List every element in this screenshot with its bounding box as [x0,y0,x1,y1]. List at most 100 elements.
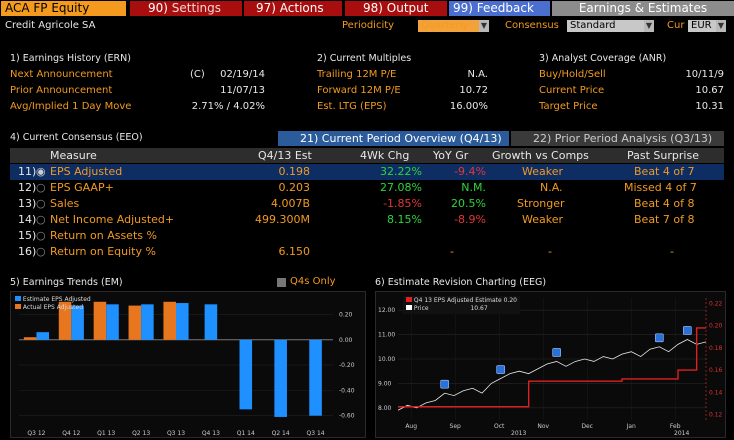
table-header: Measure Q4/13 Est 4Wk Chg YoY Gr Growth … [10,148,724,163]
estimate-bar [106,304,119,340]
table-row[interactable]: 11) ◉ EPS Adjusted 0.198 32.22% -9.4% We… [10,164,724,180]
radio-icon[interactable]: ○ [36,213,46,226]
estimate-revision-line [398,327,706,408]
legend-rev-est-val: 0.20 [503,297,517,304]
output-button[interactable]: 98) Output [345,1,447,16]
measure-cell: Return on Assets % [50,229,157,242]
settings-label: Settings [171,1,221,15]
growth-cell: Stronger [517,197,565,210]
est-cell: 0.198 [278,165,311,178]
radio-icon[interactable]: ○ [36,181,46,194]
growth-cell: N.A. [540,181,563,194]
x-tick-label: Q4 13 [202,430,220,437]
revision-chart: 12.00 11.00 10.00 9.00 8.00 0.22 0.20 0.18 0.16 0… [375,291,726,438]
measure-cell: Net Income Adjusted+ [50,213,175,226]
buy-hold-sell-value: 10/11/9 [685,69,724,80]
actions-label: Actions [279,1,324,15]
header-est: Q4/13 Est [258,149,312,162]
consensus-table-body: 11) ◉ EPS Adjusted 0.198 32.22% -9.4% We… [10,164,724,262]
yoy-cell: -8.9% [454,213,486,226]
prior-announcement-label: Prior Announcement [10,85,113,96]
x-tick-label: Oct [494,423,505,430]
trends-legend: Estimate EPS Adjusted Actual EPS Adjuste… [15,296,91,312]
legend-act-swatch [15,304,21,309]
revision-event-icon [655,333,664,343]
radio-icon[interactable]: ○ [36,245,46,258]
analyst-coverage-title[interactable]: 3) Analyst Coverage (ANR) [539,53,667,64]
periodicity-select[interactable]: Quarterly [418,20,480,32]
row-number: 15) [18,229,37,242]
actions-button[interactable]: 97) Actions [244,1,342,16]
y-right-tick-label: 0.18 [709,345,723,352]
settings-button[interactable]: 90) Settings [130,1,242,16]
actual-bar [128,305,142,340]
y-right-tick-label: 0.22 [709,301,723,308]
actual-bar [23,337,37,340]
legend-est-text: Estimate EPS Adjusted [22,296,91,303]
x-tick-label: Q1 13 [97,430,115,437]
x-tick-label: Nov [537,423,549,430]
table-row[interactable]: 12) ○ EPS GAAP+ 0.203 27.08% N.M. N.A. M… [10,180,724,196]
y-left-tick-label: 11.00 [378,332,395,339]
earnings-history-title[interactable]: 1) Earnings History (ERN) [10,53,131,64]
q4s-only-checkbox[interactable] [277,278,286,287]
x-tick-label: Q3 13 [167,430,185,437]
output-label: Output [386,1,429,15]
est-cell: 6.150 [278,245,311,258]
feedback-button[interactable]: 99) Feedback [449,1,550,16]
y-right-tick-label: 0.16 [709,367,723,374]
row-number: 13) [18,197,37,210]
y-left-tick-label: 8.00 [378,405,392,412]
table-row[interactable]: 14) ○ Net Income Adjusted+ 499.300M 8.15… [10,212,724,228]
row-number: 11) [18,165,37,178]
x-tick-label: Jan [626,423,636,430]
y-left-tick-label: 10.00 [378,356,395,363]
y-right-tick-label: 0.20 [709,323,723,330]
earnings-trends-chart: 0.20 0.00 -0.20 -0.40 -0.60 Q3 12 Q4 12 Q1 13 Q2… [10,291,366,438]
row-number: 16) [18,245,37,258]
x-tick-label: Q1 14 [237,430,255,437]
x-tick-label: Q2 13 [132,430,150,437]
tab-prior-period[interactable]: 22) Prior Period Analysis (Q3/13) [511,131,724,146]
trailing-pe-label: Trailing 12M P/E [317,69,397,80]
current-price-label: Current Price [539,85,605,96]
radio-icon[interactable]: ○ [36,229,46,242]
estimate-bar [274,339,287,417]
surprise-cell: Beat 4 of 7 [634,165,695,178]
yoy-cell: -9.4% [454,165,486,178]
feedback-label: Feedback [476,1,534,15]
table-row[interactable]: 13) ○ Sales 4.007B -1.85% 20.5% Stronger… [10,196,724,212]
y-tick-label: 0.00 [339,337,353,344]
header-chg: 4Wk Chg [360,149,410,162]
periodicity-dropdown-icon[interactable]: ▼ [479,20,489,32]
cur-select[interactable]: EUR [688,20,716,32]
tab-current-period[interactable]: 21) Current Period Overview (Q4/13) [278,131,509,146]
y-tick-label: -0.40 [339,387,355,394]
consensus-select[interactable]: Standard [567,20,645,32]
estimate-bar [239,339,253,410]
revision-title[interactable]: 6) Estimate Revision Charting (EEG) [375,277,547,288]
consensus-dropdown-icon[interactable]: ▼ [644,20,654,32]
estimate-bar [36,332,50,340]
radio-selected-icon[interactable]: ◉ [36,165,46,178]
chg-cell: 8.15% [387,213,422,226]
cur-label: Cur [667,20,685,31]
consensus-title[interactable]: 4) Current Consensus (EEO) [10,132,143,143]
cur-dropdown-icon[interactable]: ▼ [716,20,726,32]
table-row[interactable]: 16) ○ Return on Equity % 6.150 - - - [10,244,724,260]
chg-cell: 27.08% [380,181,422,194]
forward-pe-value: 10.72 [459,85,488,96]
y-left-tick-label: 9.00 [378,380,392,387]
actions-num: 97) [256,1,276,15]
growth-cell: Weaker [522,213,564,226]
header-measure: Measure [50,149,97,162]
x-tick-label: Aug [405,423,417,430]
radio-icon[interactable]: ○ [36,197,46,210]
earnings-trends-title[interactable]: 5) Earnings Trends (EM) [10,277,123,288]
estimate-bar [71,305,84,340]
surprise-cell: Beat 7 of 8 [634,213,695,226]
chg-cell: -1.85% [383,197,422,210]
table-row[interactable]: 15) ○ Return on Assets % [10,228,724,244]
x-tick-label: Q3 14 [307,430,325,437]
ticker-field[interactable]: ACA FP Equity [1,1,126,16]
